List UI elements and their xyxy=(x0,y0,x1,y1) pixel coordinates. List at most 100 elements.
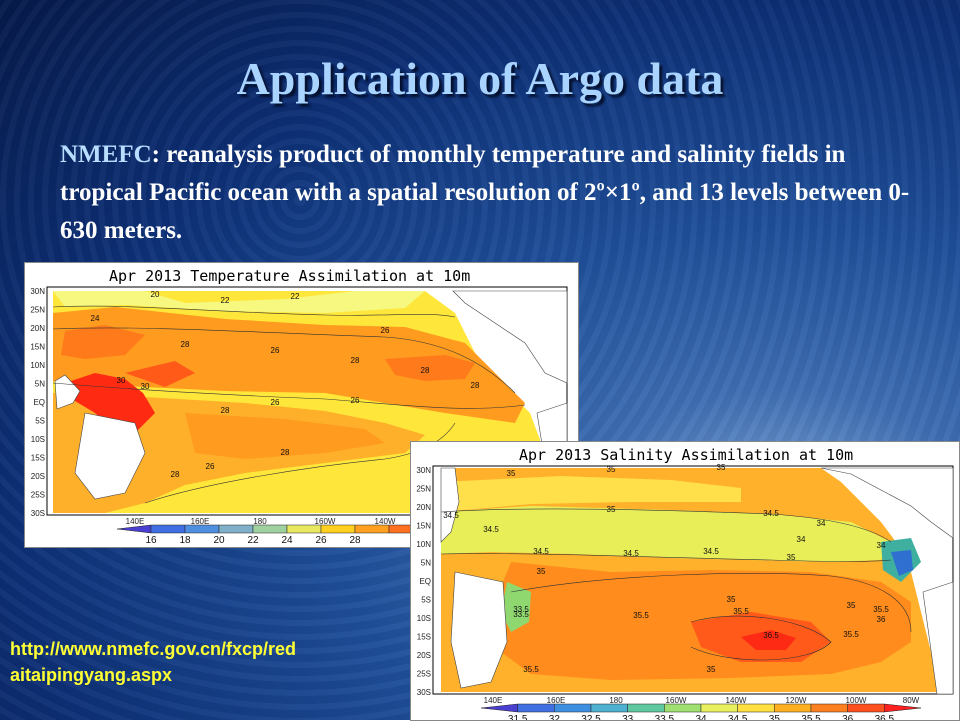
colorbar-label: 32.5 xyxy=(581,714,601,720)
contour-label: 22 xyxy=(221,296,230,305)
longitude-tick-label: 80W xyxy=(903,696,920,705)
colorbar-segment xyxy=(884,703,922,713)
colorbar-label: 34.5 xyxy=(728,714,748,720)
latitude-tick-label: 30S xyxy=(417,688,431,697)
contour-label: 35.5 xyxy=(523,665,539,674)
longitude-tick-label: 160E xyxy=(191,517,210,526)
colorbar-label: 28 xyxy=(349,535,361,546)
colorbar-label: 36 xyxy=(842,714,854,720)
temperature-map: Apr 2013 Temperature Assimilation at 10m… xyxy=(24,262,579,548)
colorbar-segment xyxy=(320,524,356,534)
colorbar-label: 32 xyxy=(549,714,561,720)
contour-label: 35.5 xyxy=(843,630,859,639)
source-url-line2[interactable]: aitaipingyang.aspx xyxy=(10,665,173,685)
longitude-tick-label: 160W xyxy=(666,696,687,705)
contour-label: 35 xyxy=(537,567,546,576)
longitude-tick-label: 160W xyxy=(315,517,336,526)
latitude-tick-label: 10S xyxy=(31,435,45,444)
contour-label: 34.5 xyxy=(703,547,719,556)
contour-label: 28 xyxy=(471,381,480,390)
contour-label: 34 xyxy=(797,535,806,544)
latitude-tick-label: 20N xyxy=(30,324,45,333)
longitude-tick-label: 180 xyxy=(609,696,623,705)
colorbar-segment xyxy=(774,703,812,713)
latitude-tick-label: 10S xyxy=(417,614,431,623)
contour-label: 28 xyxy=(171,470,180,479)
contour-label: 35 xyxy=(717,463,726,472)
temperature-map-title: Apr 2013 Temperature Assimilation at 10m xyxy=(109,267,470,285)
colorbar-segment xyxy=(627,703,665,713)
latitude-tick-label: 5N xyxy=(35,380,45,389)
colorbar-label: 34 xyxy=(695,714,707,720)
longitude-tick-label: 140W xyxy=(375,517,396,526)
colorbar-segment xyxy=(218,524,254,534)
contour-label: 35 xyxy=(607,465,616,474)
slide-description: NMEFC: reanalysis product of monthly tem… xyxy=(60,136,930,250)
contour-label: 28 xyxy=(221,406,230,415)
latitude-tick-label: 5S xyxy=(35,417,45,426)
agency-name: NMEFC xyxy=(60,141,152,168)
latitude-tick-label: 25S xyxy=(417,670,431,679)
contour-label: 34.5 xyxy=(623,549,639,558)
latitude-tick-label: 20S xyxy=(417,651,431,660)
colorbar-label: 35.5 xyxy=(801,714,821,720)
contour-label: 35 xyxy=(787,553,796,562)
latitude-tick-label: 5N xyxy=(421,559,431,568)
latitude-tick-label: 30S xyxy=(31,509,45,518)
colorbar-label: 24 xyxy=(281,535,293,546)
longitude-tick-label: 140E xyxy=(484,696,503,705)
description-text: : reanalysis product of monthly temperat… xyxy=(60,141,910,244)
colorbar-label: 31.5 xyxy=(508,714,528,720)
contour-label: 35 xyxy=(507,469,516,478)
colorbar-segment xyxy=(590,703,628,713)
source-url[interactable]: http://www.nmefc.gov.cn/fxcp/red aitaipi… xyxy=(10,636,410,688)
contour-label: 34.5 xyxy=(443,511,459,520)
longitude-tick-label: 140W xyxy=(726,696,747,705)
colorbar-segment xyxy=(664,703,702,713)
contour-label: 28 xyxy=(181,340,190,349)
latitude-tick-label: 5S xyxy=(421,596,431,605)
longitude-tick-label: 160E xyxy=(547,696,566,705)
colorbar-segment xyxy=(150,524,186,534)
latitude-tick-label: EQ xyxy=(419,577,431,586)
contour-label: 22 xyxy=(291,292,300,301)
contour-label: 36.5 xyxy=(763,631,779,640)
colorbar-segment xyxy=(286,524,322,534)
colorbar-label: 18 xyxy=(179,535,191,546)
colorbar-segment xyxy=(480,703,518,713)
contour-label: 28 xyxy=(351,356,360,365)
contour-label: 35 xyxy=(847,601,856,610)
source-url-line1[interactable]: http://www.nmefc.gov.cn/fxcp/red xyxy=(10,639,297,659)
latitude-tick-label: 15N xyxy=(30,343,45,352)
contour-label: 34.5 xyxy=(533,547,549,556)
latitude-tick-label: 15S xyxy=(31,454,45,463)
colorbar-segment xyxy=(847,703,885,713)
latitude-tick-label: 25N xyxy=(416,485,431,494)
longitude-tick-label: 180 xyxy=(253,517,267,526)
latitude-tick-label: 20S xyxy=(31,472,45,481)
salinity-map-title: Apr 2013 Salinity Assimilation at 10m xyxy=(519,446,853,464)
contour-label: 26 xyxy=(206,462,215,471)
contour-label: 34 xyxy=(817,519,826,528)
contour-label: 26 xyxy=(271,346,280,355)
salinity-map: Apr 2013 Salinity Assimilation at 10m 35… xyxy=(410,441,960,721)
contour-label: 33.5 xyxy=(513,605,529,614)
contour-label: 26 xyxy=(351,396,360,405)
slide-title: Application of Argo data xyxy=(236,53,724,104)
latitude-tick-label: EQ xyxy=(33,398,45,407)
latitude-tick-label: 10N xyxy=(416,540,431,549)
contour-label: 34.5 xyxy=(763,509,779,518)
colorbar-segment xyxy=(517,703,555,713)
colorbar-segment xyxy=(554,703,592,713)
contour-label: 33.5 xyxy=(513,610,529,619)
latitude-tick-label: 30N xyxy=(30,287,45,296)
contour-label: 35.5 xyxy=(633,611,649,620)
longitude-tick-label: 140E xyxy=(126,517,145,526)
latitude-tick-label: 15S xyxy=(417,633,431,642)
colorbar-segment xyxy=(184,524,220,534)
contour-label: 28 xyxy=(421,366,430,375)
contour-label: 35 xyxy=(707,665,716,674)
colorbar-label: 16 xyxy=(145,535,157,546)
colorbar-segment xyxy=(700,703,738,713)
contour-label: 35 xyxy=(727,595,736,604)
